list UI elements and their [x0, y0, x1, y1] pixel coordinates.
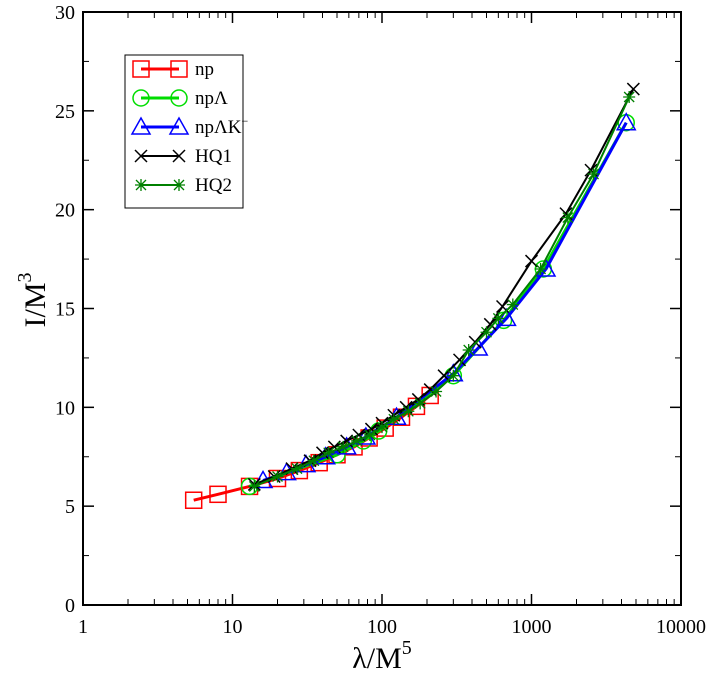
series-line-2 [262, 121, 628, 482]
x-tick-label: 10000 [656, 616, 706, 638]
data-point [480, 326, 493, 339]
legend-label-main: np [195, 59, 214, 80]
legend: np npΛ npΛK− HQ1 HQ2 [124, 54, 249, 209]
data-point [506, 298, 519, 311]
y-axis-title-sup: 3 [14, 273, 36, 283]
legend-marker [170, 60, 188, 78]
legend-entry-0: np [132, 59, 214, 80]
y-tick-label: 0 [65, 595, 75, 617]
series-line-4 [253, 96, 631, 488]
y-tick-label: 10 [55, 397, 75, 419]
series-1 [240, 113, 635, 496]
data-point [496, 307, 517, 327]
x-tick-label: 1000 [512, 616, 552, 638]
data-point [184, 491, 203, 509]
legend-label-main: HQ1 [195, 146, 232, 167]
legend-entries: np npΛ npΛK− HQ1 HQ2 [130, 59, 249, 196]
x-axis-title: λ/M5 [352, 637, 412, 675]
data-point [561, 211, 574, 224]
data-point [350, 434, 363, 447]
data-point [402, 405, 415, 418]
y-axis-title: I/M3 [14, 273, 52, 328]
data-point [492, 312, 505, 325]
legend-entry-2: npΛK− [130, 114, 249, 138]
data-point [615, 112, 637, 131]
legend-label-main: HQ2 [195, 175, 232, 196]
legend-marker [168, 116, 190, 135]
legend-label: np [195, 59, 214, 80]
series-0 [184, 386, 439, 509]
series-2 [252, 112, 637, 489]
series-line-3 [253, 88, 635, 486]
data-point [468, 335, 482, 349]
data-point [430, 385, 443, 398]
y-tick-label: 20 [55, 200, 75, 222]
y-tick-label: 5 [65, 496, 75, 518]
data-point [290, 462, 303, 475]
legend-entry-3: HQ1 [134, 146, 232, 167]
data-point [271, 470, 284, 483]
data-point [447, 369, 460, 382]
legend-marker [135, 179, 147, 191]
x-tick-label: 10 [223, 616, 243, 638]
legend-label: npΛK− [195, 114, 249, 138]
x-tick-label: 1 [78, 616, 88, 638]
data-point [623, 90, 636, 103]
legend-marker [170, 89, 188, 107]
legend-box [124, 54, 244, 209]
legend-label: HQ1 [195, 146, 232, 167]
x-axis-title-sup: 5 [402, 637, 412, 659]
legend-marker [173, 179, 185, 191]
series-4 [248, 90, 636, 493]
data-point [363, 429, 376, 442]
data-point [414, 397, 427, 410]
data-point [376, 421, 388, 434]
data-point [387, 413, 400, 426]
data-point [534, 262, 547, 275]
x-tick-label: 100 [367, 616, 397, 638]
series-layer [184, 82, 640, 509]
data-point [307, 454, 320, 467]
legend-entry-1: npΛ [132, 88, 228, 109]
axis-ticks: 1 10 100 1000 10000 0 5 10 15 20 25 30 [55, 2, 706, 638]
legend-marker [172, 149, 186, 163]
y-axis-title-base: I/M [19, 283, 52, 328]
y-tick-label: 25 [55, 101, 75, 123]
series-3 [247, 82, 640, 491]
data-point [209, 485, 227, 504]
data-point [248, 480, 261, 493]
data-point [462, 344, 475, 357]
series-line-1 [248, 121, 628, 488]
data-point [452, 353, 467, 367]
legend-label: HQ2 [195, 175, 232, 196]
data-point [587, 168, 600, 181]
legend-marker [134, 149, 148, 163]
legend-marker [132, 60, 150, 78]
legend-label-main: npΛK [195, 117, 242, 138]
legend-label-main: npΛ [195, 88, 228, 109]
y-tick-label: 15 [55, 299, 75, 321]
legend-label-sup: − [242, 114, 249, 128]
x-axis-title-base: λ/M [352, 642, 402, 675]
legend-marker [132, 89, 150, 107]
data-point [524, 254, 539, 268]
data-point [337, 440, 350, 453]
legend-entry-4: HQ2 [135, 175, 232, 196]
data-point [322, 446, 335, 459]
data-point [467, 337, 489, 356]
legend-marker [130, 116, 152, 135]
legend-label: npΛ [195, 88, 228, 109]
y-tick-label: 30 [55, 2, 75, 24]
